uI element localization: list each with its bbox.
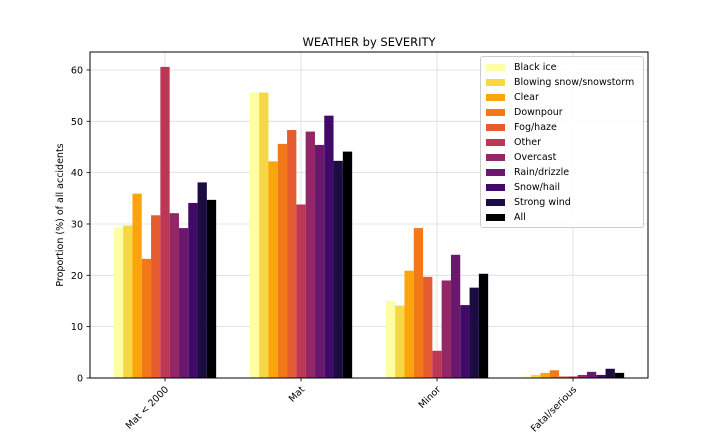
bar (395, 305, 405, 378)
bar (296, 204, 306, 378)
bar (324, 115, 334, 378)
bar (441, 280, 451, 378)
bar (141, 258, 152, 378)
legend-item: Fog/haze (481, 120, 643, 135)
bar (151, 215, 161, 378)
bar (605, 368, 615, 378)
legend-label: Overcast (514, 152, 557, 163)
x-tick-label: Mat < 2000 (124, 384, 171, 431)
bar (614, 372, 625, 378)
bar (469, 287, 479, 378)
legend-item: Overcast (481, 150, 643, 165)
legend-label: Downpour (514, 107, 563, 118)
y-tick-label: 50 (71, 117, 83, 128)
legend-swatch (486, 124, 505, 131)
bar (277, 143, 288, 378)
legend-item: Strong wind (481, 195, 643, 210)
legend-label: Snow/hail (514, 182, 560, 193)
legend-swatch (486, 79, 505, 86)
legend-item: Clear (481, 90, 643, 105)
legend-item: Rain/drizzle (481, 165, 643, 180)
legend-label: Rain/drizzle (514, 167, 570, 178)
legend-item: Snow/hail (481, 180, 643, 195)
bar (287, 130, 297, 378)
bar (460, 305, 470, 378)
bar (314, 144, 325, 378)
legend-swatch (486, 94, 505, 101)
legend-swatch (486, 184, 505, 191)
bar (206, 199, 217, 378)
bar (432, 350, 442, 378)
bar (559, 376, 569, 378)
bar (178, 228, 189, 378)
y-tick-label: 10 (71, 322, 83, 333)
legend-item: Black ice (481, 60, 643, 75)
legend-label: All (514, 212, 526, 223)
bar (478, 273, 489, 378)
legend-swatch (486, 139, 505, 146)
legend-label: Other (514, 137, 541, 148)
bar (132, 193, 142, 378)
bar (169, 213, 179, 378)
bar (268, 161, 278, 378)
y-axis-ticks: 0 10 20 30 40 50 60 (71, 65, 90, 385)
bar (450, 254, 461, 378)
bar (113, 228, 124, 378)
bar (305, 131, 315, 378)
legend-item: All (481, 210, 643, 225)
bar (385, 300, 396, 378)
chart-legend: Black ice Blowing snow/snowstorm Clear Down… (480, 56, 644, 228)
bar (188, 202, 198, 378)
bar (596, 374, 606, 378)
bar (413, 228, 424, 378)
bar (259, 92, 269, 378)
legend-item: Other (481, 135, 643, 150)
bar (423, 276, 433, 378)
bars (113, 66, 625, 378)
chart-title: WEATHER by SEVERITY (302, 35, 436, 49)
legend-swatch (486, 169, 505, 176)
legend-swatch (486, 214, 505, 221)
legend-swatch (486, 199, 505, 206)
y-axis-label: Proportion (%) of all accidents (55, 143, 66, 286)
bar (160, 66, 170, 378)
bar (249, 92, 260, 378)
y-tick-label: 40 (71, 168, 83, 179)
bar (123, 225, 133, 378)
x-tick-label: Fatal/serious (529, 384, 579, 432)
y-tick-label: 30 (71, 219, 83, 230)
bar (404, 270, 414, 378)
bar (586, 371, 597, 378)
plot-frame (89, 51, 649, 379)
x-tick-label: Minor (417, 384, 444, 411)
legend-swatch (486, 109, 505, 116)
bar (342, 151, 353, 378)
bar (540, 372, 550, 378)
bar (531, 374, 541, 378)
bar (568, 376, 578, 378)
legend-swatch (486, 154, 505, 161)
x-tick-label: Mat (287, 384, 308, 405)
legend-label: Strong wind (514, 197, 571, 208)
legend-item: Blowing snow/snowstorm (481, 75, 643, 90)
bar (197, 182, 207, 378)
bar (549, 370, 560, 378)
x-axis-ticks: Mat < 2000 Mat Minor Fatal/serious (124, 378, 579, 432)
legend-item: Downpour (481, 105, 643, 120)
legend-label: Fog/haze (514, 122, 557, 133)
bar (521, 376, 532, 378)
y-tick-label: 20 (71, 271, 83, 282)
legend-label: Blowing snow/snowstorm (514, 77, 635, 88)
bar (333, 160, 343, 378)
bar (577, 374, 587, 378)
y-tick-label: 60 (71, 65, 83, 76)
legend-swatch (486, 64, 505, 71)
legend-label: Clear (514, 92, 539, 103)
legend-label: Black ice (514, 62, 557, 73)
y-tick-label: 0 (77, 374, 83, 385)
